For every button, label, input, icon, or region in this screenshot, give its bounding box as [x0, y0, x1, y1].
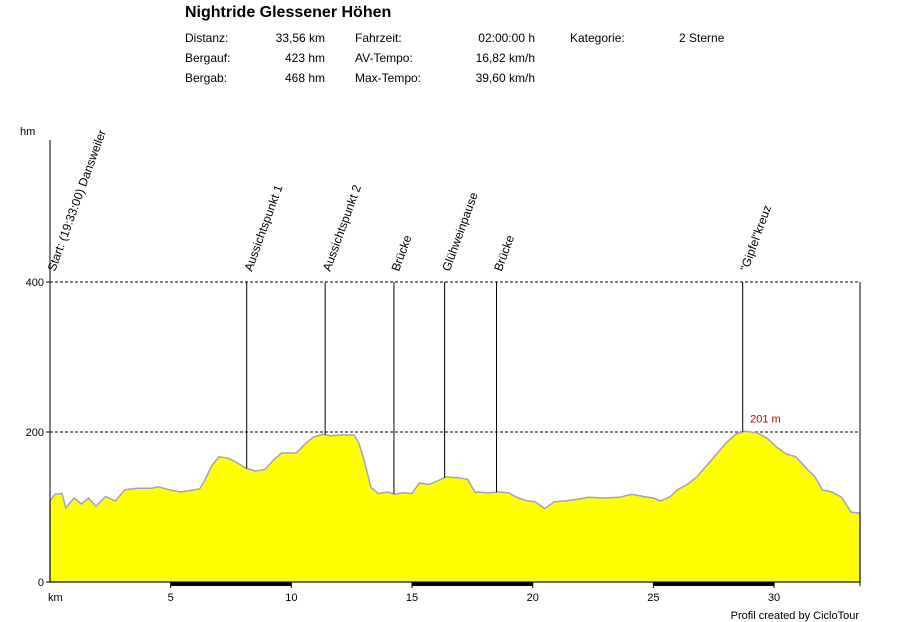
- y-tick-label: 400: [26, 277, 44, 289]
- y-axis-label: hm: [20, 126, 35, 138]
- elevation-area: [49, 430, 861, 583]
- stat-label-avtempo: AV-Tempo:: [355, 51, 413, 65]
- y-tick-label: 200: [26, 427, 44, 439]
- stat-label-distanz: Distanz:: [185, 31, 229, 45]
- stat-value-maxtempo: 39,60 km/h: [475, 71, 535, 85]
- y-tick-label: 0: [38, 577, 44, 589]
- x-tick-label: 15: [406, 592, 418, 604]
- stat-label-maxtempo: Max-Tempo:: [355, 71, 422, 85]
- waypoint-label: Brücke: [389, 233, 415, 273]
- stat-label-bergauf: Bergauf:: [185, 51, 231, 65]
- waypoint-label: Start: (19:33:00) Dansweiler: [45, 128, 109, 273]
- waypoint-label: "Gipfel"kreuz: [737, 203, 774, 273]
- x-tick-label: 20: [527, 592, 539, 604]
- credit-text: Profil created by CicloTour: [731, 610, 860, 622]
- stat-label-fahrzeit: Fahrzeit:: [355, 31, 402, 45]
- waypoint-label: Glühweinpause: [439, 190, 481, 273]
- x-axis-label: km: [48, 592, 63, 604]
- axes: 0 200 400 5 10 15 20 25 30: [26, 140, 861, 604]
- gridlines: [50, 281, 860, 433]
- waypoint-label: Brücke: [491, 233, 517, 273]
- waypoint-markers: Start: (19:33:00) Dansweiler Aussichtspun…: [45, 128, 774, 501]
- km-bar-segment: [653, 582, 775, 586]
- x-tick-label: 10: [285, 592, 297, 604]
- max-elevation-label: 201 m: [750, 413, 781, 425]
- stat-value-distanz: 33,56 km: [275, 31, 325, 45]
- stat-value-bergauf: 423 hm: [284, 51, 325, 65]
- stat-value-kategorie: 2 Sterne: [679, 31, 725, 45]
- waypoint-label: Aussichtspunkt 2: [320, 183, 364, 273]
- stat-value-bergab: 468 hm: [284, 71, 325, 85]
- stat-label-kategorie: Kategorie:: [570, 31, 625, 45]
- x-tick-label: 25: [647, 592, 659, 604]
- x-tick-label: 5: [168, 592, 174, 604]
- km-bar-segment: [170, 582, 292, 586]
- stat-label-bergab: Bergab:: [185, 71, 228, 85]
- stat-value-fahrzeit: 02:00:00 h: [478, 31, 535, 45]
- stat-value-avtempo: 16,82 km/h: [475, 51, 535, 65]
- x-tick-label: 30: [768, 592, 780, 604]
- waypoint-label: Aussichtspunkt 1: [241, 183, 285, 273]
- chart-title: Nightride Glessener Höhen: [185, 4, 392, 21]
- km-bar-segment: [412, 582, 533, 586]
